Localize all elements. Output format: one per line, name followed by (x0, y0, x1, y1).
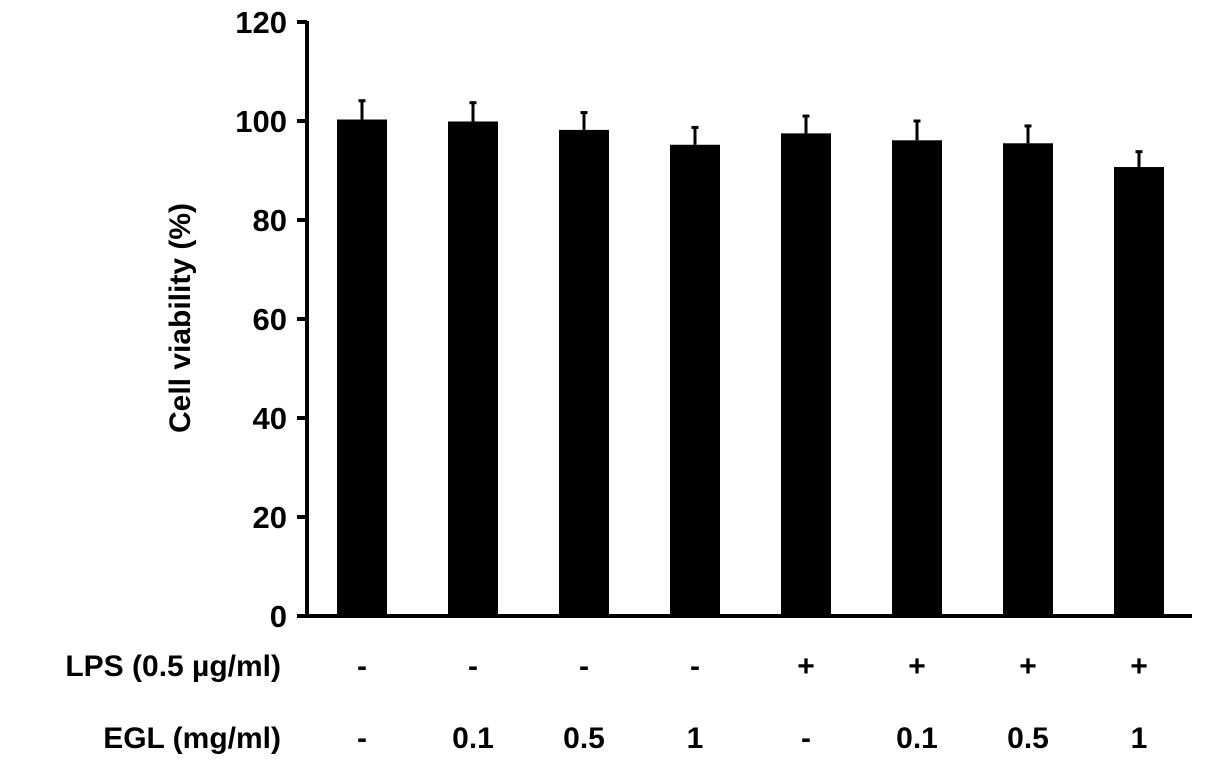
factor-row-value: 0.5 (563, 722, 605, 755)
bars (337, 119, 1164, 617)
factor-row-value: 0.1 (452, 722, 494, 755)
bar (670, 144, 720, 616)
bar (892, 140, 942, 616)
factor-row-value: 0.1 (896, 722, 938, 755)
bar (781, 133, 831, 616)
factor-row-label: EGL (mg/ml) (103, 722, 281, 755)
factor-row-value: - (579, 650, 589, 683)
bar (1003, 143, 1053, 616)
y-tick-label: 60 (253, 302, 287, 337)
factor-row-label: LPS (0.5 µg/ml) (65, 650, 281, 683)
factor-row-value: + (797, 650, 815, 683)
y-tick-label: 40 (253, 401, 287, 436)
factor-row-value: 0.5 (1007, 722, 1049, 755)
y-tick-label: 20 (253, 500, 287, 535)
factor-row-value: + (908, 650, 926, 683)
factor-row-value: 1 (687, 722, 704, 755)
factor-row-value: - (801, 722, 811, 755)
factor-row-value: + (1019, 650, 1037, 683)
factor-row-value: - (357, 722, 367, 755)
y-tick-label: 80 (253, 203, 287, 238)
bar (1114, 167, 1164, 616)
factor-row-value: - (468, 650, 478, 683)
factor-row-value: - (690, 650, 700, 683)
y-tick-label: 100 (235, 104, 287, 139)
y-axis: 0 20 40 60 80 100 120 (235, 5, 309, 634)
y-tick-label: 0 (270, 599, 287, 634)
factor-table: LPS (0.5 µg/ml) - - - - + + + + EGL (mg/ml) - 0.1 0.… (65, 650, 1147, 755)
bar (448, 121, 498, 617)
bar (559, 129, 609, 616)
y-axis-title: Cell viability (%) (164, 203, 197, 433)
factor-row-value: + (1130, 650, 1148, 683)
bar (337, 119, 387, 616)
factor-row-value: - (357, 650, 367, 683)
y-tick-label: 120 (235, 5, 287, 40)
error-bars (358, 99, 1143, 168)
factor-row-value: 1 (1131, 722, 1148, 755)
